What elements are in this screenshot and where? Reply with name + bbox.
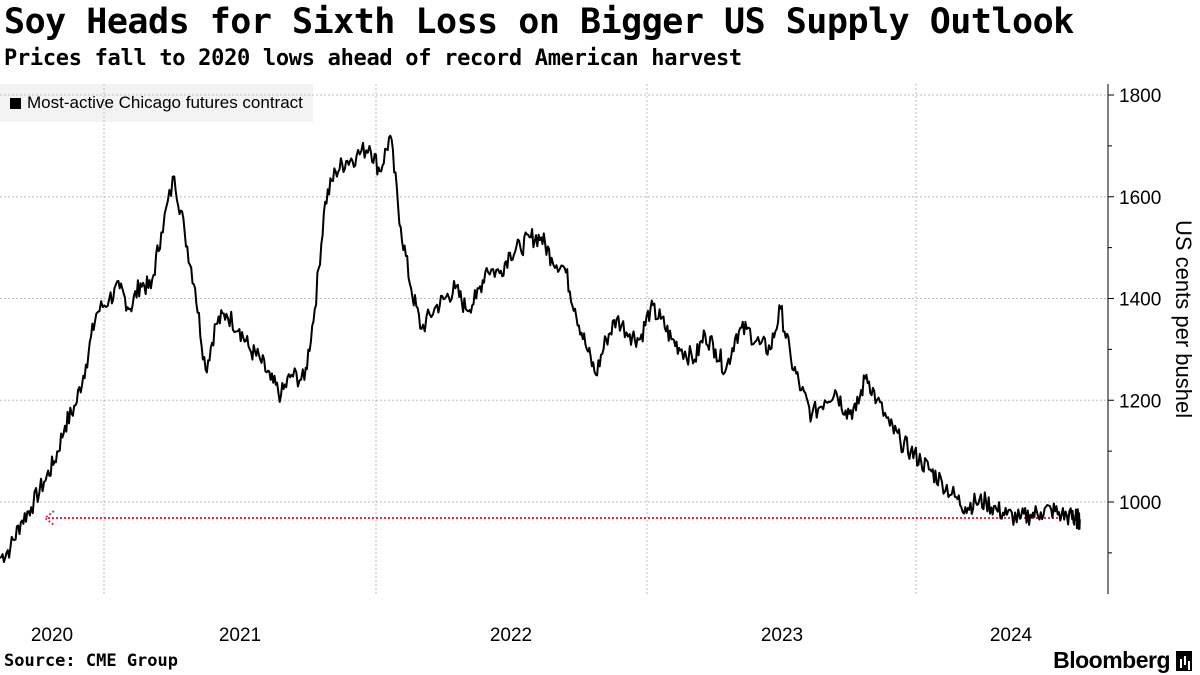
y-tick-label: 1400 [1119,290,1161,311]
gridlines [0,84,1108,594]
x-tick-label: 2020 [31,625,73,646]
chart-title: Soy Heads for Sixth Loss on Bigger US Su… [4,2,1074,42]
chart-subtitle: Prices fall to 2020 lows ahead of record… [4,46,742,71]
source-note: Source: CME Group [4,651,178,671]
y-tick-label: 1600 [1119,188,1161,209]
brand-logo: Bloomberg [1053,647,1192,674]
x-axis: 2020 2021 2022 2023 2024 [31,625,1033,646]
y-axis-label: US cents per bushel [1171,220,1196,418]
y-axis: 1000 1200 1400 1600 1800 [1108,86,1161,554]
y-tick-label: 1200 [1119,391,1161,412]
series-line [0,134,1081,563]
x-tick-label: 2022 [490,625,532,646]
brand-name: Bloomberg [1053,647,1170,673]
legend-swatch [10,97,21,109]
y-tick-label: 1000 [1119,493,1161,514]
legend: Most-active Chicago futures contract [0,84,313,122]
reference-marker [43,510,1063,526]
bloomberg-chart-icon [1176,650,1192,671]
legend-label: Most-active Chicago futures contract [27,93,303,112]
x-tick-label: 2021 [219,625,261,646]
y-tick-label: 1800 [1119,86,1161,107]
x-tick-label: 2023 [761,625,803,646]
x-tick-label: 2024 [990,625,1033,646]
